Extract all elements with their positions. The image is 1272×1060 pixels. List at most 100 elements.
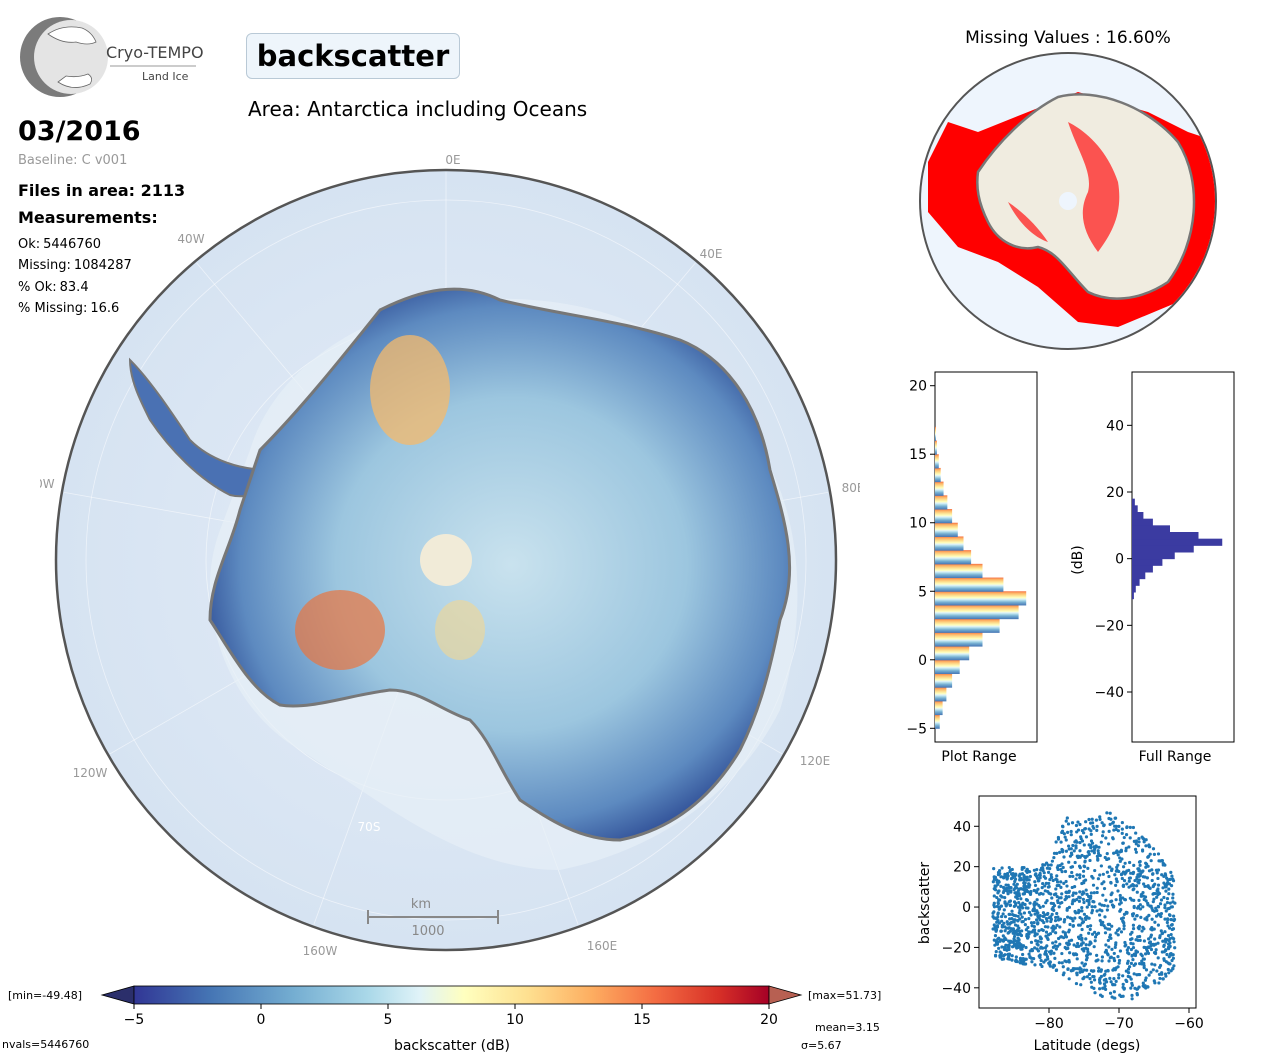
scatter-point: [1077, 936, 1081, 941]
scatter-point: [1144, 899, 1148, 903]
scatter-point: [1044, 881, 1048, 885]
scatter-point: [1052, 963, 1056, 967]
scatter-point: [1135, 993, 1139, 997]
scatter-point: [1032, 928, 1037, 932]
scatter-point: [1121, 884, 1126, 888]
scatter-point: [1065, 816, 1069, 820]
scatter-point: [1150, 962, 1154, 966]
scatter-point: [1008, 917, 1012, 921]
scatter-point: [1090, 821, 1095, 825]
scatter-point: [1081, 874, 1086, 878]
scatter-point: [1103, 972, 1107, 976]
scatter-point: [1055, 911, 1059, 916]
scatter-point: [1008, 929, 1013, 933]
scatter-point: [1090, 911, 1094, 915]
scatter-point: [1021, 901, 1025, 905]
hist-tick-label: 15: [909, 447, 927, 463]
scatter-point: [1136, 987, 1140, 991]
scatter-point: [1131, 923, 1136, 927]
scatter-point: [1092, 848, 1096, 853]
scatter-point: [1098, 913, 1102, 917]
scatter-point: [1143, 875, 1147, 879]
scatter-point: [1018, 905, 1022, 909]
scatter-point: [1007, 885, 1011, 889]
scatter-point: [1078, 970, 1082, 974]
hist-tick-label: 0: [918, 653, 927, 669]
scatter-point: [1089, 832, 1093, 836]
scatter-point: [1043, 884, 1047, 888]
scatter-point: [1074, 823, 1079, 828]
colorbar-tick-label: −5: [124, 1012, 145, 1028]
scatter-point: [1027, 932, 1031, 936]
colorbar-ticks: −5 0 5 10 15 20: [124, 1004, 778, 1028]
scatter-point: [1121, 974, 1125, 978]
scatter-point: [1067, 860, 1071, 864]
scatter-point: [1170, 923, 1174, 927]
scatter-point: [1014, 914, 1018, 918]
scatter-point: [1146, 951, 1151, 956]
scatter-point: [1120, 876, 1124, 881]
scatter-point: [999, 875, 1003, 879]
scatter-point: [1064, 879, 1068, 884]
scatter-point: [1108, 811, 1112, 815]
hist-tick-label: 20: [909, 379, 927, 395]
scatter-point: [1151, 884, 1155, 889]
scatter-point: [1074, 891, 1078, 895]
scatter-point: [1041, 928, 1045, 932]
scatter-point: [1071, 843, 1075, 848]
scatter-point: [1062, 832, 1066, 836]
scatter-point: [1033, 873, 1037, 877]
lat-label-70S: 70S: [358, 820, 381, 834]
scatter-point: [1007, 900, 1011, 904]
scatter-point: [1105, 811, 1109, 815]
scatter-point: [997, 921, 1002, 925]
colorbar-min-label: [min=-49.48]: [8, 989, 82, 1002]
scatter-point: [1002, 957, 1006, 961]
scatter-point: [1082, 912, 1087, 916]
scatter-point: [1067, 958, 1071, 963]
scatter-point: [1055, 923, 1059, 927]
scatter-point: [1014, 901, 1018, 905]
hist-full-range-xlabel: Full Range: [1139, 749, 1212, 765]
scatter-point: [1016, 914, 1020, 918]
hist-bar: [1132, 518, 1153, 526]
scatter-point: [1112, 904, 1116, 908]
scatter-point: [1105, 857, 1109, 861]
scatter-point: [1060, 951, 1064, 956]
scatter-point: [1125, 948, 1129, 952]
scatter-point: [1083, 855, 1087, 859]
scatter-point: [1021, 906, 1025, 910]
scatter-point: [1089, 829, 1093, 833]
scatter-point: [1163, 930, 1167, 934]
scatter-point: [1044, 958, 1048, 962]
scatter-point: [1127, 879, 1131, 883]
scatter-point: [1073, 885, 1077, 889]
hist-tick-label: 5: [918, 584, 927, 600]
scatter-point: [1138, 907, 1143, 911]
hist-bar: [1132, 592, 1134, 600]
scatter-point: [1051, 941, 1055, 945]
scatter-point: [1161, 977, 1165, 981]
scatter-point: [1017, 938, 1021, 942]
scatter-point: [1054, 940, 1058, 944]
scatter-point: [1032, 903, 1036, 908]
hist-bar: [1132, 572, 1146, 580]
scatter-point: [1099, 974, 1103, 979]
scatter-point: [1049, 915, 1053, 919]
scatter-point: [1142, 939, 1146, 943]
hist-bar: [1132, 538, 1223, 546]
scatter-point: [1053, 944, 1057, 948]
scatter-point: [996, 882, 1000, 886]
scatter-point: [1137, 874, 1141, 878]
scatter-point: [1081, 976, 1085, 981]
scatter-point: [1088, 924, 1093, 928]
scatter-point: [1095, 828, 1099, 832]
scatter-point: [1137, 924, 1142, 928]
scatter-point: [1059, 885, 1063, 890]
scatter-point: [1142, 927, 1146, 931]
scatter-point: [1100, 994, 1104, 999]
scatter-point: [1070, 821, 1075, 825]
hist-bar: [935, 495, 948, 510]
scatter-point: [1099, 920, 1103, 924]
scatter-point: [1076, 941, 1080, 946]
